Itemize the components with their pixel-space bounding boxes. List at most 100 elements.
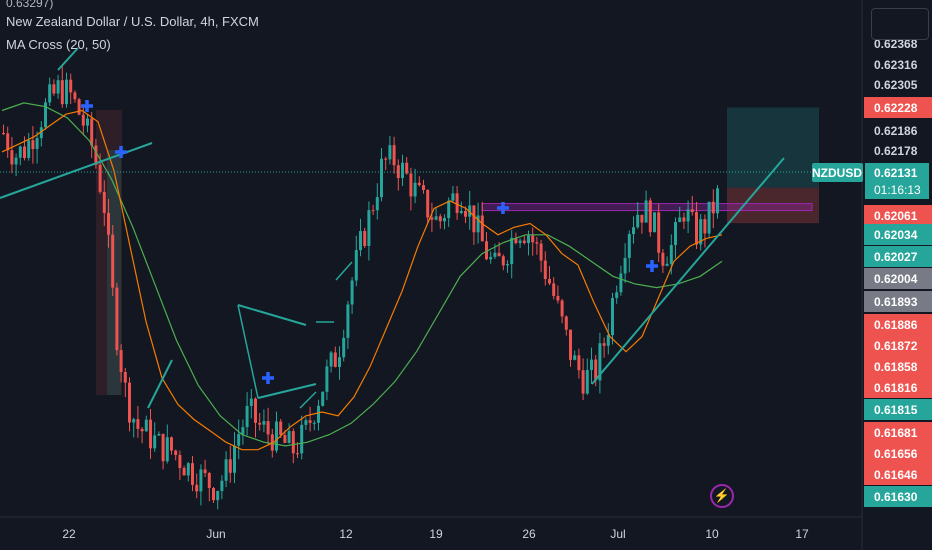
trendline — [237, 304, 307, 326]
candle-body — [329, 352, 333, 367]
price-label-bg — [864, 97, 932, 118]
candle-body — [686, 209, 690, 222]
candle-body — [140, 428, 144, 432]
price-tick-label: 0.62027 — [874, 250, 918, 264]
candle-body — [707, 201, 711, 234]
candle-body — [468, 205, 472, 217]
lightning-icon[interactable]: ⚡ — [710, 484, 734, 508]
price-label-bg — [864, 356, 932, 377]
candles — [2, 66, 719, 510]
price-tick-label: 0.61681 — [874, 426, 918, 440]
ma-cross-marker — [115, 146, 127, 158]
candle-body — [388, 145, 392, 160]
chart-title[interactable]: New Zealand Dollar / U.S. Dollar, 4h, FX… — [6, 14, 259, 29]
candle-body — [207, 473, 211, 488]
price-axis-top-button[interactable] — [871, 8, 929, 40]
candle-body — [262, 421, 266, 425]
candle-body — [459, 211, 463, 213]
candle-body — [548, 279, 551, 284]
price-label-bg — [864, 464, 932, 485]
candle-body — [237, 434, 241, 446]
candle-body — [371, 210, 375, 212]
candle-body — [161, 433, 165, 462]
candle-body — [611, 298, 614, 336]
candle-body — [657, 212, 661, 253]
candle-body — [653, 212, 656, 233]
price-tick-label: 0.62186 — [874, 124, 918, 138]
price-tick-label: 0.62004 — [874, 272, 918, 286]
candle-body — [564, 316, 568, 330]
candle-body — [569, 329, 572, 360]
candle-body — [174, 450, 178, 456]
candle-body — [296, 453, 299, 455]
candle-body — [443, 218, 446, 222]
candle-body — [6, 133, 10, 151]
candle-body — [186, 463, 190, 476]
candle-body — [287, 431, 291, 443]
candle-body — [325, 366, 329, 392]
candle-body — [405, 162, 409, 174]
candle-body — [333, 352, 337, 367]
indicator-label[interactable]: MA Cross (20, 50) — [6, 37, 111, 52]
price-label-bg — [864, 422, 932, 443]
candle-body — [102, 191, 106, 213]
candle-body — [10, 150, 14, 165]
candle-body — [396, 165, 400, 179]
candle-body — [363, 231, 367, 247]
trendline — [335, 261, 353, 281]
symbol-label: NZDUSD — [812, 166, 862, 180]
candle-body — [380, 158, 383, 198]
candle-body — [535, 242, 539, 244]
price-label-bg — [864, 224, 932, 245]
candle-body — [165, 437, 169, 462]
candle-body — [279, 421, 283, 435]
ma-cross-marker — [262, 372, 274, 384]
candle-body — [23, 146, 26, 159]
candle-body — [86, 118, 89, 126]
ma-slow-line — [1, 102, 723, 447]
candle-body — [602, 343, 606, 346]
candle-body — [699, 219, 703, 245]
candle-body — [577, 355, 581, 371]
candle-body — [585, 370, 589, 394]
price-label-bg — [864, 335, 932, 356]
price-label-bg — [864, 399, 932, 420]
candle-body — [178, 455, 182, 469]
time-tick-label: 22 — [62, 527, 76, 541]
candle-body — [182, 468, 186, 476]
candle-body — [531, 235, 535, 243]
candle-body — [669, 245, 673, 264]
candle-body — [438, 216, 442, 222]
trendline — [147, 359, 173, 409]
current-price: 0.62131 — [874, 166, 918, 180]
time-axis[interactable]: 22 Jun 12 19 26 Jul 10 17 — [62, 527, 809, 541]
trendline — [57, 47, 79, 71]
candle-body — [648, 200, 652, 233]
candle-body — [430, 217, 434, 220]
trendline — [237, 304, 259, 399]
candle-body — [31, 140, 35, 150]
symbol-price-tag: NZDUSD 0.62131 01:16:13 — [812, 163, 929, 199]
price-tick-label: 0.62305 — [874, 78, 918, 92]
candle-body — [77, 99, 81, 115]
candle-body — [615, 292, 619, 299]
price-tick-label: 0.62034 — [874, 228, 918, 242]
candle-body — [39, 127, 43, 139]
candle-body — [153, 435, 157, 449]
price-axis[interactable]: 0.62368 0.62316 0.62305 0.62228 0.62186 0.621… — [864, 37, 932, 507]
moving-averages — [1, 102, 723, 451]
long-position-target-zone — [727, 107, 819, 188]
candle-body — [661, 252, 665, 266]
candle-body — [65, 79, 68, 105]
candle-body — [44, 102, 47, 128]
candle-body — [249, 398, 253, 406]
candle-body — [375, 197, 379, 211]
candle-body — [157, 433, 161, 436]
candle-body — [312, 422, 316, 424]
time-tick-label: 19 — [429, 527, 443, 541]
candle-body — [476, 215, 480, 233]
price-label-bg — [864, 268, 932, 289]
price-tick-label: 0.62061 — [874, 209, 918, 223]
